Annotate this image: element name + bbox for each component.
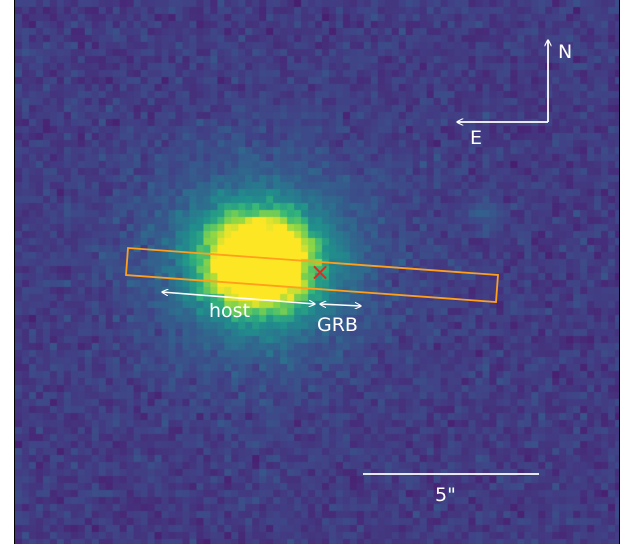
compass-east-label: E xyxy=(470,127,483,149)
host-label: host xyxy=(209,300,251,322)
grb-offset-arrow xyxy=(320,304,361,306)
compass xyxy=(457,40,548,122)
scale-bar-label: 5" xyxy=(435,484,456,506)
spectroscopic-slit xyxy=(125,247,499,303)
annotation-layer xyxy=(125,0,620,475)
image-frame: N E × host GRB 5" xyxy=(14,0,620,544)
grb-label: GRB xyxy=(317,314,358,336)
compass-north-label: N xyxy=(558,41,573,63)
galaxy-image xyxy=(15,0,619,544)
host-offset-arrow xyxy=(162,292,315,304)
grb-position-marker: × xyxy=(310,258,331,286)
